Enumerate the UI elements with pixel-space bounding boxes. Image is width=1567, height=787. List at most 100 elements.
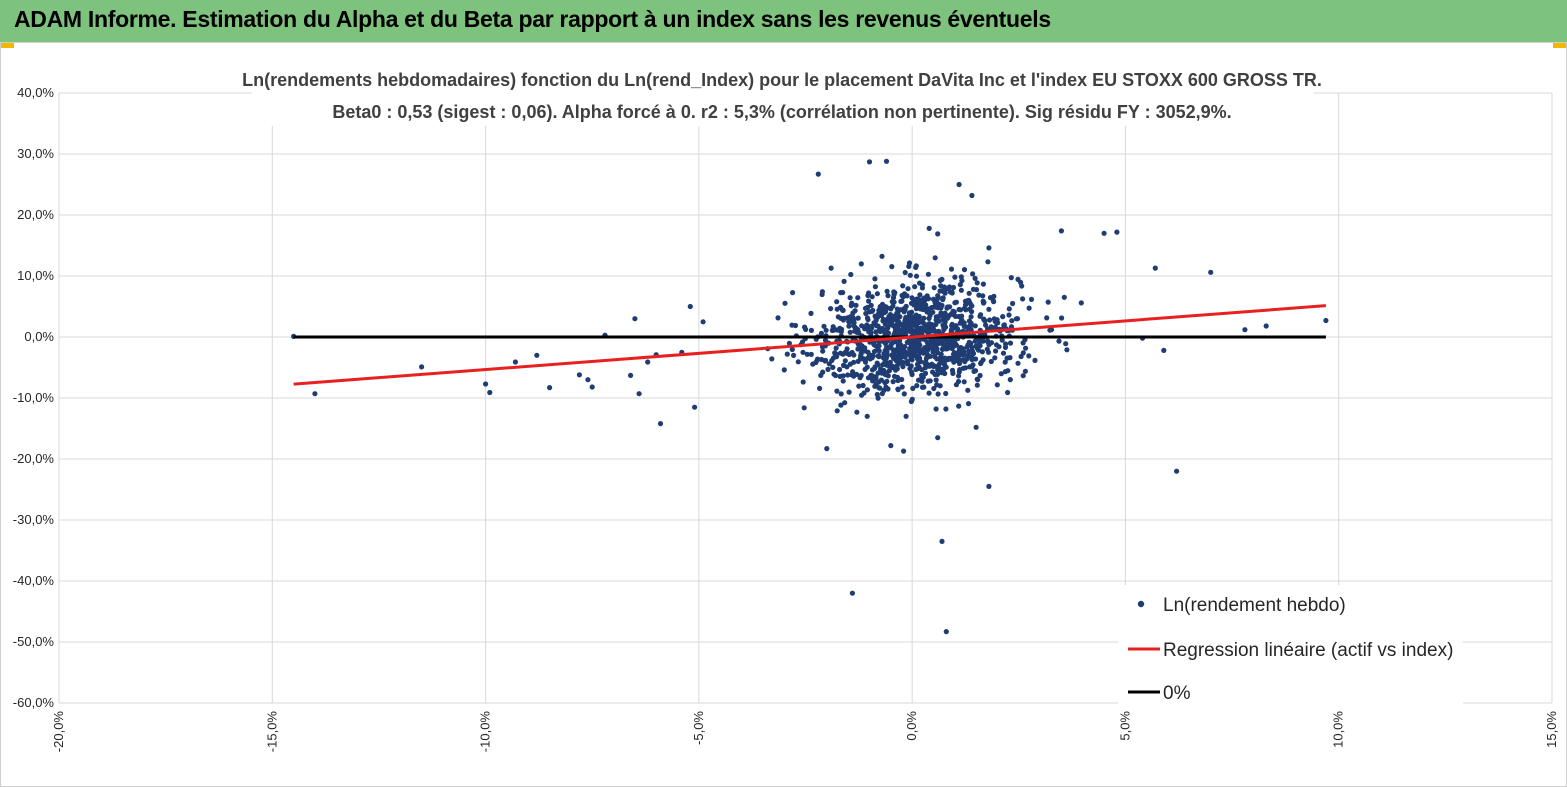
data-point — [957, 282, 963, 288]
data-point — [1020, 350, 1026, 356]
data-point — [949, 321, 955, 327]
data-point — [810, 361, 816, 367]
data-point — [884, 288, 890, 294]
data-point — [933, 406, 939, 412]
data-point — [877, 304, 883, 310]
data-point — [942, 310, 948, 316]
data-point — [889, 264, 895, 270]
data-point — [868, 330, 874, 336]
data-point — [825, 366, 831, 372]
data-point — [917, 292, 923, 298]
data-point — [645, 359, 651, 365]
data-point — [999, 337, 1005, 343]
data-point — [632, 316, 638, 322]
data-point — [830, 324, 836, 330]
data-point — [808, 351, 814, 357]
x-tick-label: 5,0% — [1117, 711, 1132, 741]
data-point — [1056, 338, 1062, 344]
data-point — [935, 293, 941, 299]
data-point — [916, 353, 922, 359]
data-point — [841, 278, 847, 284]
data-point — [822, 337, 829, 343]
data-point — [974, 382, 980, 388]
data-point — [994, 382, 1000, 388]
data-point — [1063, 341, 1069, 347]
y-tick-label: 30,0% — [17, 146, 54, 161]
data-point — [784, 351, 790, 357]
data-point — [1045, 299, 1051, 305]
data-point — [808, 310, 814, 316]
data-point — [1323, 317, 1329, 324]
data-point — [961, 320, 967, 326]
data-point — [875, 323, 881, 329]
data-point — [873, 316, 879, 322]
data-point — [1028, 296, 1035, 302]
data-point — [900, 283, 906, 289]
data-point — [782, 300, 788, 306]
data-point — [972, 275, 978, 281]
data-point — [950, 351, 957, 357]
data-point — [941, 326, 947, 333]
data-point — [1014, 316, 1021, 322]
data-point — [834, 306, 840, 312]
y-tick-label: -10,0% — [13, 390, 55, 405]
data-point — [1047, 327, 1053, 333]
data-point — [930, 362, 936, 368]
data-point — [929, 343, 935, 349]
data-point — [791, 352, 797, 358]
data-point — [980, 338, 986, 344]
data-point — [822, 358, 828, 364]
data-point — [814, 357, 820, 363]
data-point — [905, 286, 911, 292]
x-tick-label: 10,0% — [1331, 711, 1346, 748]
data-point — [885, 293, 891, 299]
y-tick-label: 0,0% — [24, 329, 54, 344]
data-point — [925, 378, 931, 384]
data-point — [1000, 314, 1006, 320]
data-point — [1006, 306, 1012, 312]
data-point — [918, 325, 924, 331]
data-point — [934, 356, 940, 362]
data-point — [994, 317, 1000, 323]
data-point — [842, 358, 848, 364]
data-point — [919, 367, 925, 373]
data-point — [818, 372, 824, 378]
data-point — [971, 368, 977, 374]
data-point — [837, 366, 843, 373]
data-point — [973, 424, 979, 430]
data-point — [821, 323, 827, 329]
data-point — [991, 293, 997, 299]
data-point — [775, 315, 781, 321]
data-point — [878, 308, 884, 314]
data-point — [833, 345, 839, 351]
data-point — [890, 379, 896, 385]
data-point — [871, 348, 878, 355]
data-point — [908, 347, 914, 353]
data-point — [1006, 312, 1012, 318]
data-point — [585, 377, 591, 383]
data-point — [938, 283, 944, 289]
data-point — [935, 341, 941, 347]
data-point — [942, 362, 948, 368]
data-point — [908, 356, 915, 362]
data-point — [987, 317, 993, 323]
data-point — [961, 379, 967, 385]
data-point — [940, 366, 946, 372]
data-point — [914, 383, 920, 389]
data-point — [964, 356, 970, 362]
data-point — [957, 320, 963, 326]
data-point — [952, 274, 958, 280]
data-point — [990, 298, 996, 304]
data-point — [815, 171, 821, 177]
data-point — [972, 338, 978, 344]
data-point — [855, 346, 861, 352]
data-point — [824, 446, 830, 452]
data-point — [935, 391, 941, 397]
legend-label-regression: Regression linéaire (actif vs index) — [1163, 640, 1453, 661]
data-point — [910, 385, 916, 391]
data-point — [937, 383, 943, 389]
legend-background — [1118, 585, 1463, 707]
data-point — [867, 354, 873, 360]
data-point — [912, 284, 918, 290]
data-point — [700, 319, 706, 325]
